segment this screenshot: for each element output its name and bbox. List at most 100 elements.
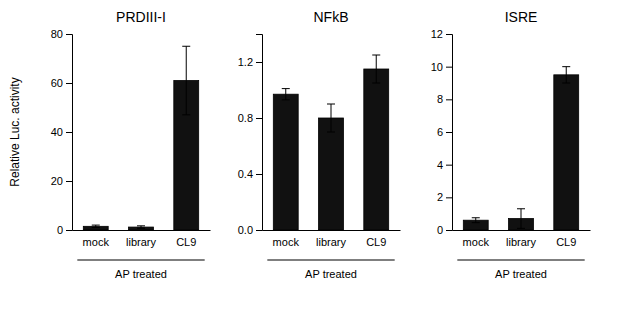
y-tick-mark: [446, 67, 452, 68]
error-bar-cap: [182, 46, 190, 47]
x-tick: CL9: [556, 230, 576, 248]
y-tick-mark: [446, 132, 452, 133]
error-bar-cap: [517, 208, 525, 209]
y-tick-label: 60: [51, 77, 63, 89]
x-tick: library: [316, 230, 346, 248]
y-tick-label: 6: [437, 126, 443, 138]
bar: [319, 118, 344, 230]
y-tick-mark: [256, 62, 262, 63]
error-bar: [182, 46, 190, 115]
error-bar-cap: [137, 228, 145, 229]
y-tick-mark: [66, 34, 72, 35]
error-bar-cap: [472, 222, 480, 223]
x-tick: library: [126, 230, 156, 248]
y-tick-label: 4: [437, 159, 443, 171]
y-tick: 20: [51, 175, 72, 187]
x-tick: CL9: [176, 230, 196, 248]
x-tick-label: mock: [83, 236, 110, 248]
y-tick-label: 0.0: [238, 224, 253, 236]
error-bar-cap: [92, 225, 100, 226]
panel: 024681012mocklibraryCL9ISREAP treated: [431, 9, 591, 280]
y-tick: 2: [437, 191, 452, 203]
error-bar: [327, 104, 335, 132]
y-tick: 60: [51, 77, 72, 89]
y-tick-mark: [256, 118, 262, 119]
y-axis: 0 2 4 6 8 10 12: [431, 28, 453, 236]
marks: [83, 46, 198, 230]
error-bar-cap: [372, 83, 380, 84]
error-bar-cap: [137, 225, 145, 226]
x-axis-line: [263, 230, 401, 231]
y-axis-title: Relative Luc. activity: [8, 77, 22, 186]
error-bar-cap: [327, 104, 335, 105]
error-bar: [92, 225, 100, 227]
error-bar-stem: [521, 209, 522, 229]
x-axis-line: [453, 230, 591, 231]
y-tick-label: 0: [437, 224, 443, 236]
y-tick-label: 1.2: [238, 56, 253, 68]
panel: 0.00.40.81.2mocklibraryCL9NFkBAP treated: [238, 9, 401, 280]
error-bar: [517, 209, 525, 229]
y-tick-label: 80: [51, 28, 63, 40]
y-tick-label: 10: [431, 61, 443, 73]
annotation: AP treated: [305, 268, 357, 280]
x-tick-label: CL9: [556, 236, 576, 248]
x-axis: mock library CL9: [453, 230, 591, 248]
y-tick-label: 0.8: [238, 112, 253, 124]
x-tick-label: mock: [463, 236, 490, 248]
y-tick-mark: [446, 197, 452, 198]
y-tick: 0: [57, 224, 72, 236]
y-axis: 020406080: [51, 28, 73, 236]
annotation: AP treated: [495, 268, 547, 280]
error-bar-stem: [566, 67, 567, 83]
error-bar-stem: [186, 46, 187, 115]
error-bar: [282, 89, 290, 100]
error-bar-stem: [331, 104, 332, 132]
marks: [463, 67, 578, 230]
chart: 020406080mocklibraryCL9PRDIII-IAP treate…: [0, 0, 626, 325]
y-tick: 8: [437, 93, 452, 105]
bracket-line: [77, 259, 204, 260]
error-bar-cap: [327, 132, 335, 133]
bar: [364, 69, 389, 230]
y-axis-line: [256, 35, 263, 231]
annotation: AP treated: [115, 268, 167, 280]
error-bar-cap: [472, 217, 480, 218]
y-tick-mark: [446, 99, 452, 100]
y-tick: 10: [431, 61, 452, 73]
y-tick: 12: [431, 28, 452, 40]
y-tick-mark: [66, 230, 72, 231]
bar: [273, 94, 298, 230]
error-bar-cap: [562, 66, 570, 67]
x-tick: mock: [463, 230, 490, 248]
y-tick: 0.4: [238, 168, 262, 180]
y-tick: 1.2: [238, 56, 262, 68]
y-tick: 0: [437, 224, 452, 236]
y-tick-label: 8: [437, 93, 443, 105]
error-bar-cap: [282, 88, 290, 89]
error-bar-stem: [285, 89, 286, 100]
x-axis: mock library CL9: [73, 230, 211, 248]
y-axis-line: [66, 35, 73, 231]
x-axis-line: [73, 230, 211, 231]
error-bar-stem: [475, 218, 476, 223]
x-tick: library: [506, 230, 536, 248]
error-bar-cap: [92, 227, 100, 228]
y-axis-line: [446, 35, 453, 231]
y-tick-mark: [446, 165, 452, 166]
x-tick-label: mock: [273, 236, 300, 248]
x-tick-label: library: [126, 236, 156, 248]
x-tick: mock: [273, 230, 300, 248]
error-bar: [472, 218, 480, 223]
y-tick: 6: [437, 126, 452, 138]
x-axis: mocklibraryCL9: [263, 230, 401, 248]
bar: [554, 75, 579, 230]
error-bar-cap: [517, 228, 525, 229]
y-tick-mark: [66, 181, 72, 182]
error-bar-cap: [562, 83, 570, 84]
error-bar-cap: [182, 114, 190, 115]
y-tick: 80: [51, 28, 72, 40]
y-tick-mark: [66, 83, 72, 84]
y-tick-label: 2: [437, 191, 443, 203]
y-tick-mark: [256, 174, 262, 175]
